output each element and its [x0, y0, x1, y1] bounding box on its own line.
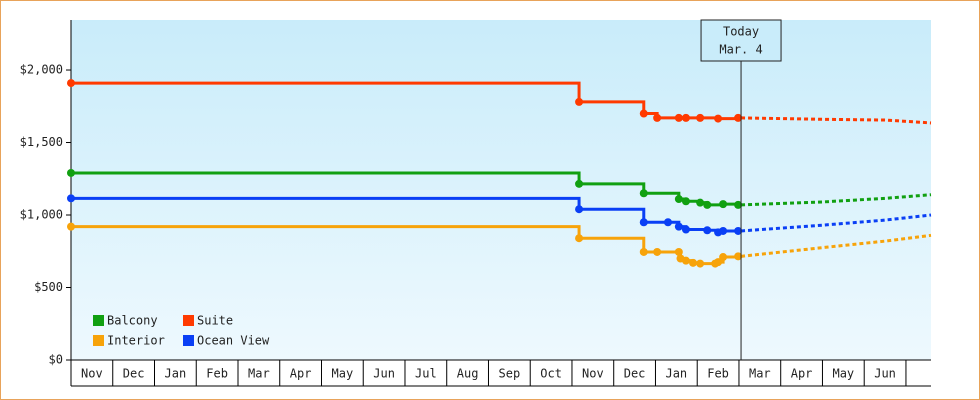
- legend-swatch: [183, 315, 194, 326]
- data-point: [575, 97, 584, 106]
- legend-label: Suite: [197, 314, 233, 328]
- x-tick-label: Jul: [415, 367, 437, 381]
- x-tick-label: Feb: [206, 367, 228, 381]
- data-point: [674, 195, 683, 204]
- x-tick-label: Aug: [457, 367, 479, 381]
- x-tick-label: Mar: [248, 367, 270, 381]
- data-point: [696, 259, 705, 268]
- data-point: [639, 247, 648, 256]
- data-point: [67, 194, 75, 203]
- data-point: [681, 197, 690, 206]
- data-point: [734, 200, 743, 209]
- data-point: [703, 200, 712, 209]
- x-tick-label: Mar: [749, 367, 771, 381]
- x-tick-label: Jun: [373, 367, 395, 381]
- data-point: [696, 198, 705, 207]
- x-tick-label: May: [332, 367, 354, 381]
- x-tick-label: Sep: [499, 367, 521, 381]
- data-point: [714, 258, 723, 267]
- y-tick-label: $500: [34, 280, 63, 294]
- data-point: [674, 247, 683, 256]
- y-tick-label: $0: [49, 353, 63, 367]
- legend-swatch: [183, 335, 194, 346]
- legend-label: Ocean View: [197, 334, 270, 348]
- data-point: [575, 179, 584, 188]
- data-point: [681, 225, 690, 234]
- x-tick-label: Apr: [290, 367, 312, 381]
- data-point: [734, 113, 743, 122]
- today-label: Mar. 4: [719, 43, 762, 57]
- data-point: [689, 258, 698, 267]
- data-point: [719, 253, 728, 262]
- legend-swatch: [93, 315, 104, 326]
- x-tick-label: Feb: [707, 367, 729, 381]
- data-point: [67, 168, 75, 177]
- data-point: [639, 189, 648, 198]
- data-point: [663, 218, 672, 227]
- data-point: [696, 113, 705, 122]
- x-tick-label: Nov: [582, 367, 604, 381]
- x-tick-label: Oct: [540, 367, 562, 381]
- data-point: [681, 256, 690, 265]
- y-tick-label: $1,000: [20, 208, 63, 222]
- data-point: [575, 234, 584, 243]
- today-box: [700, 19, 782, 62]
- x-tick-label: Jan: [165, 367, 187, 381]
- x-tick-label: Jan: [665, 367, 687, 381]
- forecast-line: [740, 213, 932, 233]
- data-point: [653, 247, 662, 256]
- data-point: [719, 200, 728, 209]
- data-point: [639, 109, 648, 118]
- forecast-line: [740, 233, 932, 258]
- data-point: [734, 252, 743, 261]
- data-point: [674, 113, 683, 122]
- x-tick-label: May: [832, 367, 854, 381]
- x-tick-label: Dec: [123, 367, 145, 381]
- data-point: [67, 79, 75, 88]
- x-tick-label: Apr: [791, 367, 813, 381]
- plot-area: [71, 20, 931, 360]
- today-label: Today: [723, 25, 759, 39]
- forecast-line: [741, 116, 932, 125]
- data-point: [653, 113, 662, 122]
- x-tick-label: Nov: [81, 367, 103, 381]
- data-point: [575, 205, 584, 214]
- data-point: [719, 226, 728, 235]
- data-point: [681, 113, 690, 122]
- data-point: [639, 218, 648, 227]
- y-tick-label: $2,000: [20, 63, 63, 77]
- x-tick-label: Jun: [874, 367, 896, 381]
- y-tick-label: $1,500: [20, 135, 63, 149]
- legend-label: Interior: [107, 334, 165, 348]
- data-point: [674, 222, 683, 231]
- legend-label: Balcony: [107, 314, 158, 328]
- data-point: [703, 226, 712, 235]
- legend-swatch: [93, 335, 104, 346]
- data-point: [67, 222, 75, 231]
- forecast-line: [740, 193, 932, 207]
- data-point: [734, 226, 743, 235]
- x-tick-label: Dec: [624, 367, 646, 381]
- data-point: [714, 114, 723, 123]
